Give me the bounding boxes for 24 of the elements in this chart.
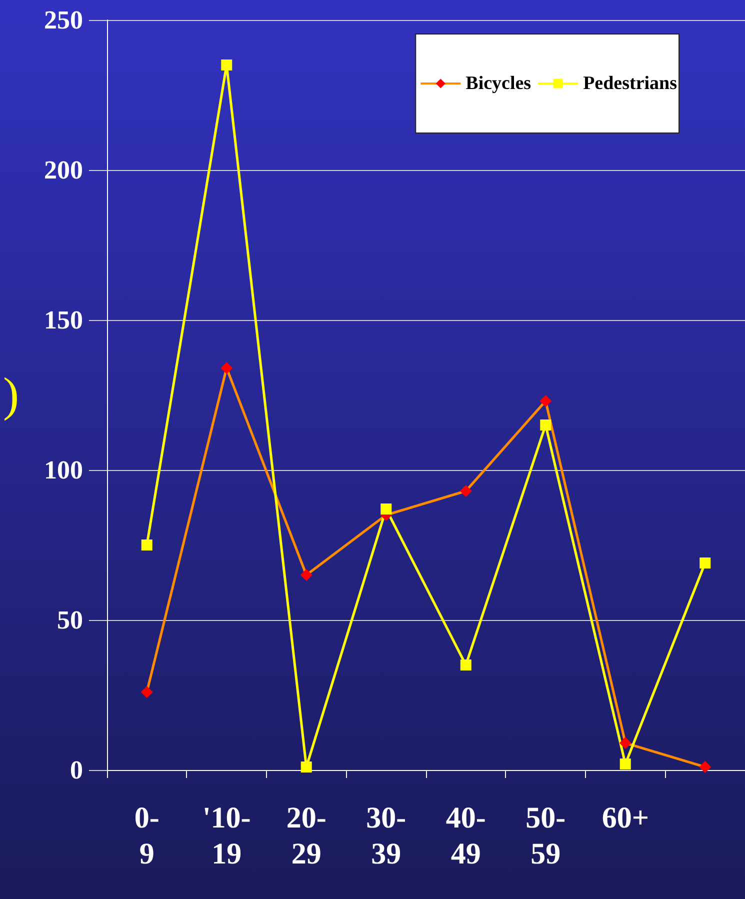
x-tick-label: 60+: [602, 802, 649, 834]
x-tick-label: 40-49: [446, 802, 486, 870]
x-tick-label: 20-29: [286, 802, 326, 870]
y-tick-label: 50: [56, 606, 83, 634]
y-tick-label: 250: [44, 6, 83, 34]
y-tick-label: 100: [44, 456, 83, 484]
x-tick-label: '10-19: [202, 802, 251, 870]
point: [620, 758, 631, 770]
x-tick-label: 30-39: [366, 802, 406, 870]
point: [300, 762, 312, 772]
y-axis-title: ): [3, 368, 19, 422]
x-tick-label: 50-59: [526, 802, 566, 870]
y-tick-label: 150: [44, 306, 83, 334]
point: [380, 504, 392, 514]
point: [141, 540, 152, 550]
y-tick-label: 200: [44, 156, 83, 184]
x-tick-label: 0-9: [134, 802, 160, 870]
point: [540, 420, 552, 430]
legend-label: Pedestrians: [583, 73, 678, 94]
y-tick-label: 0: [70, 756, 83, 784]
point: [460, 660, 472, 670]
legend-label: Bicycles: [466, 73, 532, 94]
point: [221, 60, 232, 70]
point: [700, 558, 711, 568]
